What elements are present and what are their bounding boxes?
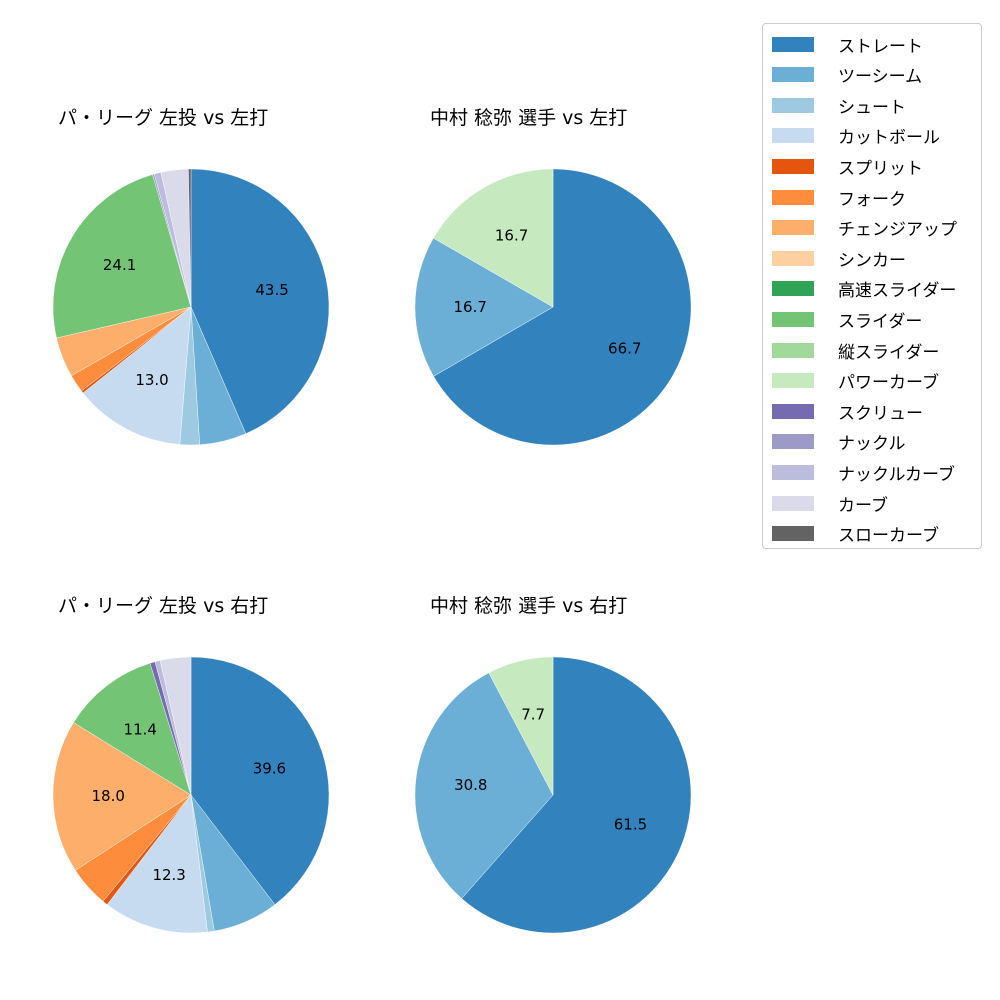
- legend-label: ストレート: [838, 36, 923, 57]
- legend-swatch: [772, 97, 814, 113]
- legend-swatch: [772, 464, 814, 480]
- legend-item: カットボール: [772, 125, 940, 149]
- legend-label: スプリット: [838, 158, 923, 179]
- legend-swatch: [772, 281, 814, 297]
- legend-label: シンカー: [838, 250, 906, 271]
- pie-slice: [106, 794, 208, 934]
- legend-item: ナックルカーブ: [772, 461, 955, 485]
- pie-chart-2: 39.6 12.3 18.0 11.4: [52, 656, 330, 934]
- legend-swatch: [772, 403, 814, 419]
- legend-item: スライダー: [772, 308, 923, 332]
- legend-swatch: [772, 158, 814, 174]
- slice-value-label: 43.5: [255, 281, 288, 299]
- legend-swatch: [772, 434, 814, 450]
- slice-value-label: 7.7: [521, 706, 545, 724]
- slice-value-label: 16.7: [495, 226, 528, 244]
- legend-item: パワーカーブ: [772, 370, 939, 394]
- pie-slice: [190, 168, 330, 434]
- slice-value-label: 11.4: [124, 721, 157, 739]
- legend-label: フォーク: [838, 189, 906, 210]
- pie-slice: [73, 662, 192, 796]
- chart-title-league-vs-right: パ・リーグ 左投 vs 右打: [58, 595, 269, 617]
- pie-slice: [414, 672, 554, 899]
- legend-swatch: [772, 189, 814, 205]
- slice-value-label: 24.1: [103, 256, 136, 274]
- legend-label: 高速スライダー: [838, 281, 957, 302]
- legend-item: ストレート: [772, 33, 923, 57]
- chart-title-player-vs-left: 中村 稔弥 選手 vs 左打: [430, 107, 628, 129]
- pie-slice: [433, 168, 554, 308]
- slice-value-label: 39.6: [253, 759, 286, 777]
- slice-value-label: 30.8: [454, 776, 487, 794]
- legend-swatch: [772, 495, 814, 511]
- legend-item: スプリット: [772, 155, 923, 179]
- slice-value-label: 13.0: [135, 371, 168, 389]
- legend-item: カーブ: [772, 492, 888, 516]
- legend-label: パワーカーブ: [838, 373, 939, 394]
- legend-label: シュート: [838, 97, 906, 118]
- legend-swatch: [772, 373, 814, 389]
- legend-item: チェンジアップ: [772, 217, 957, 241]
- pie-chart-0: 43.5 13.0 24.1: [52, 168, 330, 446]
- legend-label: スライダー: [838, 311, 923, 332]
- legend-label: スローカーブ: [838, 526, 939, 547]
- chart-title-player-vs-right: 中村 稔弥 選手 vs 右打: [430, 595, 628, 617]
- pie-slice: [433, 168, 692, 446]
- pie-chart-3: 61.5 30.8 7.7: [414, 656, 692, 934]
- legend-label: ナックルカーブ: [838, 464, 955, 485]
- legend-item: ナックル: [772, 431, 906, 455]
- pie-slice: [414, 237, 554, 377]
- legend-swatch: [772, 311, 814, 327]
- legend-label: ツーシーム: [838, 67, 923, 88]
- pie-slice: [159, 656, 192, 796]
- legend-item: 縦スライダー: [772, 339, 940, 363]
- legend-swatch: [772, 220, 814, 236]
- legend-label: チェンジアップ: [838, 220, 957, 241]
- pie-slice: [82, 306, 192, 445]
- slice-value-label: 18.0: [92, 787, 125, 805]
- pie-slice: [188, 168, 192, 308]
- slice-value-label: 66.7: [608, 339, 641, 357]
- pie-chart-1: 66.7 16.7 16.7: [414, 168, 692, 446]
- chart-title-league-vs-left: パ・リーグ 左投 vs 左打: [58, 107, 269, 129]
- legend: ストレートツーシームシュートカットボール スプリットフォークチェンジアップ シンカー…: [762, 23, 982, 549]
- legend-item: スローカーブ: [772, 523, 939, 547]
- legend-swatch: [772, 128, 814, 144]
- slice-value-label: 12.3: [152, 866, 185, 884]
- pie-slice: [52, 174, 192, 339]
- legend-item: ツーシーム: [772, 64, 923, 88]
- legend-swatch: [772, 250, 814, 266]
- legend-swatch: [772, 526, 814, 542]
- legend-item: フォーク: [772, 186, 906, 210]
- legend-label: ナックル: [838, 434, 906, 455]
- legend-label: カットボール: [838, 128, 940, 149]
- legend-label: スクリュー: [838, 403, 923, 424]
- legend-swatch: [772, 67, 814, 83]
- legend-swatch: [772, 342, 814, 358]
- legend-item: スクリュー: [772, 400, 923, 424]
- slice-value-label: 16.7: [453, 298, 486, 316]
- pie-slice: [190, 656, 330, 905]
- pie-slice: [488, 656, 554, 796]
- slice-value-label: 61.5: [614, 815, 647, 833]
- legend-label: 縦スライダー: [838, 342, 940, 363]
- legend-item: シュート: [772, 94, 906, 118]
- legend-swatch: [772, 36, 814, 52]
- pie-slice: [461, 656, 692, 934]
- legend-item: 高速スライダー: [772, 278, 957, 302]
- pie-slice: [52, 722, 192, 871]
- legend-label: カーブ: [838, 495, 888, 516]
- legend-item: シンカー: [772, 247, 906, 271]
